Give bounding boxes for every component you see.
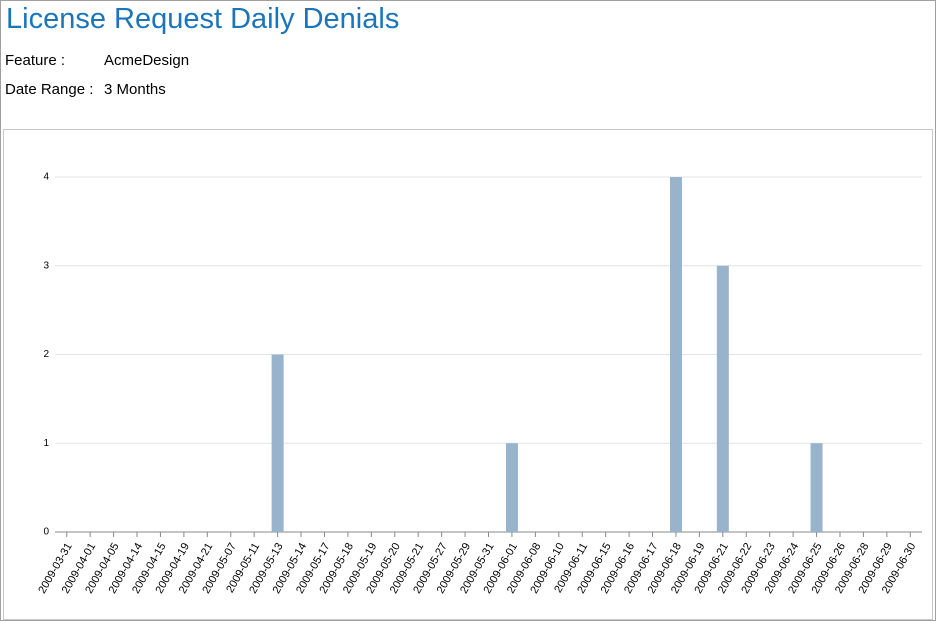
bar (810, 443, 823, 532)
bar (669, 177, 682, 532)
field-label: Feature : (5, 52, 66, 69)
feature-row: Feature : AcmeDesign (5, 52, 189, 69)
bar (716, 265, 729, 532)
y-tick-label: 4 (43, 172, 49, 183)
y-tick-label: 3 (43, 260, 49, 271)
y-tick-label: 0 (43, 527, 49, 538)
field-value: AcmeDesign (104, 52, 190, 69)
bar (505, 443, 518, 532)
bar (271, 354, 284, 532)
field-value: 3 Months (104, 81, 166, 98)
field-label: Date Range : (5, 81, 94, 98)
y-tick-label: 1 (43, 438, 49, 449)
y-tick-label: 2 (43, 349, 49, 360)
chart-panel (3, 129, 933, 620)
date-range-row: Date Range : 3 Months (5, 81, 166, 98)
title: License Request Daily Denials (6, 3, 400, 35)
